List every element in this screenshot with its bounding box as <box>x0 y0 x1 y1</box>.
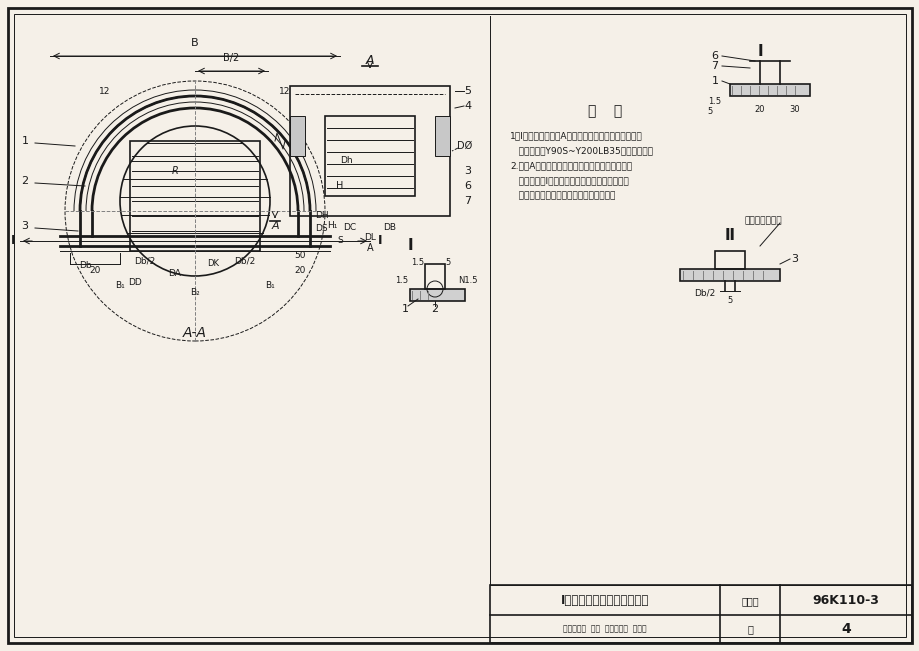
Text: 5: 5 <box>445 258 450 268</box>
Text: DL: DL <box>364 234 376 243</box>
Text: DA: DA <box>168 270 181 279</box>
Text: 审核沈心忻  校对  钟景通设计  郑志修: 审核沈心忻 校对 钟景通设计 郑志修 <box>562 624 646 633</box>
Text: 2: 2 <box>21 176 28 186</box>
Text: 20: 20 <box>754 105 765 113</box>
Text: Db/2: Db/2 <box>234 256 255 266</box>
Text: R: R <box>172 166 178 176</box>
Bar <box>324 116 414 196</box>
Text: H: H <box>336 181 344 191</box>
Bar <box>729 84 809 96</box>
Text: 4: 4 <box>840 622 850 636</box>
Text: N1.5: N1.5 <box>458 277 477 286</box>
Bar <box>289 116 305 156</box>
Text: DK: DK <box>207 260 219 268</box>
Text: 2: 2 <box>431 304 438 314</box>
Text: 4: 4 <box>464 101 471 111</box>
Text: 1: 1 <box>710 76 718 86</box>
Text: DH: DH <box>314 212 328 221</box>
Text: 1．Ⅰ型防雨罩适合于A式（无轴承，电动机直联传动）: 1．Ⅰ型防雨罩适合于A式（无轴承，电动机直联传动） <box>509 132 642 141</box>
Text: 5: 5 <box>727 296 732 305</box>
Text: B/2: B/2 <box>222 53 239 63</box>
Text: 12: 12 <box>99 87 110 96</box>
Text: A-A: A-A <box>183 326 207 340</box>
Text: 1.5: 1.5 <box>708 96 720 105</box>
Text: 20: 20 <box>89 266 100 275</box>
Text: 1: 1 <box>21 136 28 146</box>
Text: DC: DC <box>343 223 357 232</box>
Text: Ⅱ: Ⅱ <box>724 229 734 243</box>
Text: 1: 1 <box>401 304 408 314</box>
Text: 3: 3 <box>21 221 28 231</box>
Text: Ⅰ: Ⅰ <box>378 234 382 247</box>
Bar <box>490 585 911 643</box>
Text: 50: 50 <box>294 251 305 260</box>
Text: 架两条，故Ⅰ型防雨罩在安装过程中如遇障碍时: 架两条，故Ⅰ型防雨罩在安装过程中如遇障碍时 <box>509 176 628 186</box>
Text: Db: Db <box>79 262 91 271</box>
Text: 20: 20 <box>294 266 305 275</box>
Text: 图集号: 图集号 <box>741 596 758 606</box>
Text: A: A <box>366 55 374 68</box>
Text: 96K110-3: 96K110-3 <box>811 594 879 607</box>
Text: 2.由于A式通风机传动侧的机壳外面有竖向角钢支: 2.由于A式通风机传动侧的机壳外面有竖向角钢支 <box>509 161 631 171</box>
Bar <box>130 141 260 251</box>
Bar <box>410 289 464 301</box>
Text: 可将罩壳前端相应开凿两槽，以便安装．: 可将罩壳前端相应开凿两槽，以便安装． <box>509 191 615 201</box>
Text: DØ: DØ <box>457 141 472 151</box>
Bar <box>425 264 445 289</box>
Text: A: A <box>367 243 373 253</box>
Text: H₁: H₁ <box>326 221 337 230</box>
Text: 6: 6 <box>464 181 471 191</box>
Text: 5: 5 <box>464 86 471 96</box>
Text: Db/2: Db/2 <box>694 288 715 298</box>
Text: Db/2: Db/2 <box>134 256 155 266</box>
Text: 说    明: 说 明 <box>587 104 621 118</box>
Text: DD: DD <box>128 279 142 288</box>
Text: 7: 7 <box>464 196 471 206</box>
Text: Ⅰ: Ⅰ <box>407 238 413 253</box>
Bar <box>714 251 744 269</box>
Text: B: B <box>191 38 199 48</box>
Text: 通风机用的Y90S~Y200LB35型的电动机．: 通风机用的Y90S~Y200LB35型的电动机． <box>509 146 652 156</box>
Text: 电动机防腐螺栓: 电动机防腐螺栓 <box>744 217 782 225</box>
Text: A: A <box>271 221 278 231</box>
Text: DB: DB <box>383 223 396 232</box>
Text: 12: 12 <box>279 87 290 96</box>
Text: S: S <box>336 236 343 245</box>
Text: 1.5: 1.5 <box>411 258 424 268</box>
Text: Ⅰ: Ⅰ <box>10 234 15 247</box>
Text: 3: 3 <box>790 254 798 264</box>
Text: Ⅰ: Ⅰ <box>756 44 762 59</box>
Text: Dh: Dh <box>340 156 352 165</box>
Text: 6: 6 <box>710 51 718 61</box>
Text: I型电动机防雨罩总图（一）: I型电动机防雨罩总图（一） <box>561 594 649 607</box>
Bar <box>435 116 449 156</box>
Text: 页: 页 <box>746 624 752 634</box>
Bar <box>679 269 779 281</box>
Text: 1.5: 1.5 <box>395 277 408 286</box>
Text: DS: DS <box>314 225 327 234</box>
Bar <box>289 86 449 216</box>
Text: 5: 5 <box>707 107 712 115</box>
Text: 30: 30 <box>789 105 800 113</box>
Text: B₂: B₂ <box>190 288 199 298</box>
Text: B₁: B₁ <box>115 281 125 290</box>
Text: 3: 3 <box>464 166 471 176</box>
Text: 7: 7 <box>710 61 718 71</box>
Text: B₁: B₁ <box>265 281 275 290</box>
